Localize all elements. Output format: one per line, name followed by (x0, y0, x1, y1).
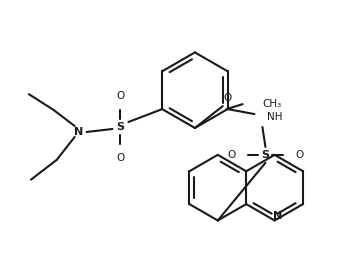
Text: N: N (273, 211, 282, 220)
Text: NH: NH (267, 112, 283, 122)
Text: O: O (116, 91, 125, 101)
Text: N: N (74, 127, 83, 137)
Text: S: S (116, 122, 124, 132)
Text: CH₃: CH₃ (263, 99, 282, 109)
Text: O: O (116, 153, 125, 163)
Text: O: O (295, 150, 303, 160)
Text: O: O (224, 93, 232, 103)
Text: S: S (261, 150, 269, 160)
Text: O: O (228, 150, 236, 160)
